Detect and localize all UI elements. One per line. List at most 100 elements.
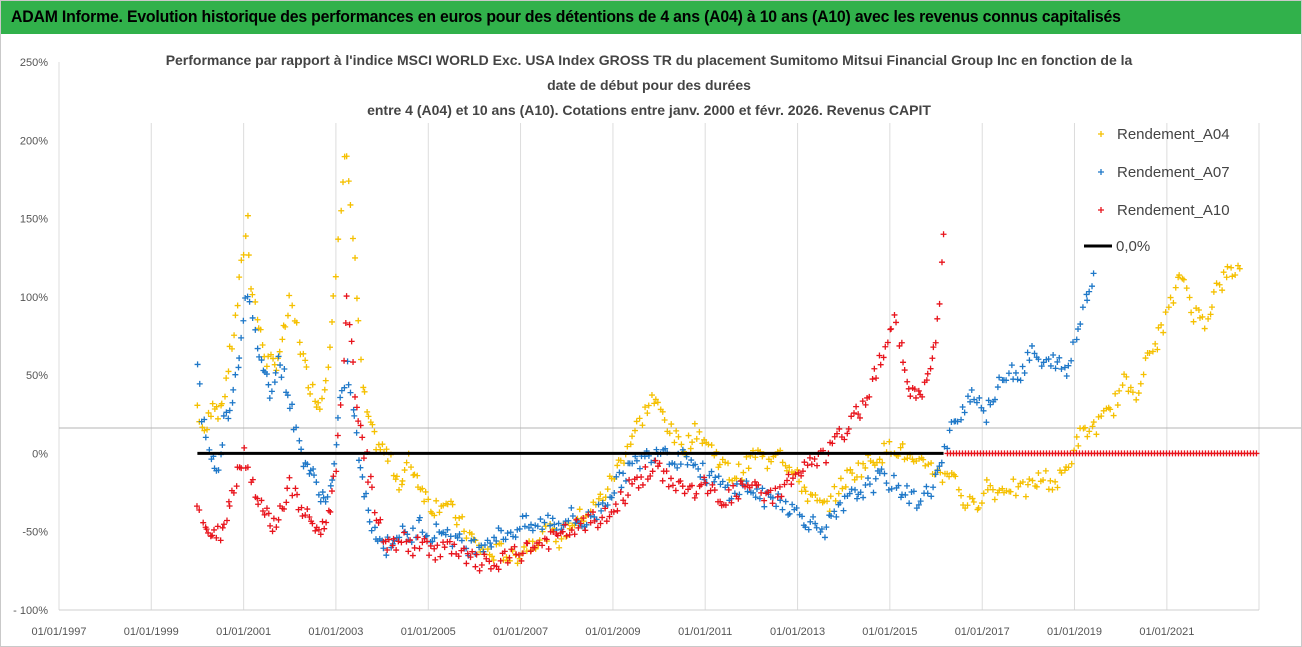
data-point [205,529,212,536]
data-point [1035,470,1042,477]
data-point [711,487,718,494]
data-point [244,293,251,300]
data-point [242,233,249,240]
data-point [1149,348,1156,355]
data-point [639,481,646,488]
data-point [321,386,328,393]
data-point [389,542,396,549]
data-point [366,518,373,525]
chart-title: Performance par rapport à l'indice MSCI … [166,52,1133,118]
series-rendement-a04 [194,153,1243,567]
data-point [661,416,668,423]
data-point [441,544,448,551]
data-point [744,488,751,495]
data-point [652,396,659,403]
data-point [999,485,1006,492]
data-point [1073,433,1080,440]
data-point [1075,442,1082,449]
data-point [883,480,890,487]
data-point [463,560,470,567]
data-point [698,481,705,488]
data-point [585,511,592,518]
data-point [812,520,819,527]
data-point [401,529,408,536]
data-point [346,321,353,328]
data-point [529,527,536,534]
data-point [325,507,332,514]
data-point [317,531,324,538]
data-point [223,517,230,524]
data-point [1216,281,1223,288]
data-point [305,384,312,391]
data-point [220,412,227,419]
data-point [244,212,251,219]
legend-label: 0,0% [1116,238,1150,255]
data-point [652,457,659,464]
data-point [286,405,293,412]
data-point [213,403,220,410]
data-point [1190,318,1197,325]
data-point [828,513,835,520]
data-point [705,441,712,448]
data-point [348,338,355,345]
data-point [808,461,815,468]
data-point [476,567,483,574]
legend-label: Rendement_A04 [1117,126,1230,143]
data-point [360,384,367,391]
data-point [1052,478,1059,485]
data-point [473,551,480,558]
data-point [635,484,642,491]
data-point [500,557,507,564]
data-point [226,503,233,510]
data-point [1152,340,1159,347]
data-point [573,516,580,523]
data-point [298,504,305,511]
data-point [1052,365,1059,372]
data-point [442,531,449,538]
data-point [677,478,684,485]
data-point [512,534,519,541]
y-tick-label: 250% [20,57,48,69]
data-point [206,446,213,453]
data-point [1073,336,1080,343]
data-point [490,557,497,564]
data-point [319,518,326,525]
data-point [194,361,201,368]
data-point [1010,476,1017,483]
data-point [911,386,918,393]
data-point [421,498,428,505]
data-point [702,479,709,486]
data-point [975,504,982,511]
data-point [1154,346,1161,353]
data-point [433,497,440,504]
data-point [565,517,572,524]
data-point [796,478,803,485]
data-point [431,534,438,541]
data-point [537,516,544,523]
data-point [900,359,907,366]
data-point [823,524,830,531]
data-point [852,486,859,493]
data-point [873,459,880,466]
data-point [518,557,525,564]
data-point [414,472,421,479]
data-point [448,498,455,505]
data-point [226,407,233,414]
series-rendement-a10 [193,231,947,574]
data-point [1040,477,1047,484]
data-point [604,486,611,493]
data-point [521,543,528,550]
data-point [1188,309,1195,316]
data-point [355,317,362,324]
data-point [232,312,239,319]
data-point [1081,424,1088,431]
data-point [845,426,852,433]
data-point [315,491,322,498]
data-point [595,495,602,502]
data-point [223,375,230,382]
data-point [209,532,216,539]
data-point [629,460,636,467]
data-point [416,545,423,552]
data-point [390,535,397,542]
data-point [604,501,611,508]
